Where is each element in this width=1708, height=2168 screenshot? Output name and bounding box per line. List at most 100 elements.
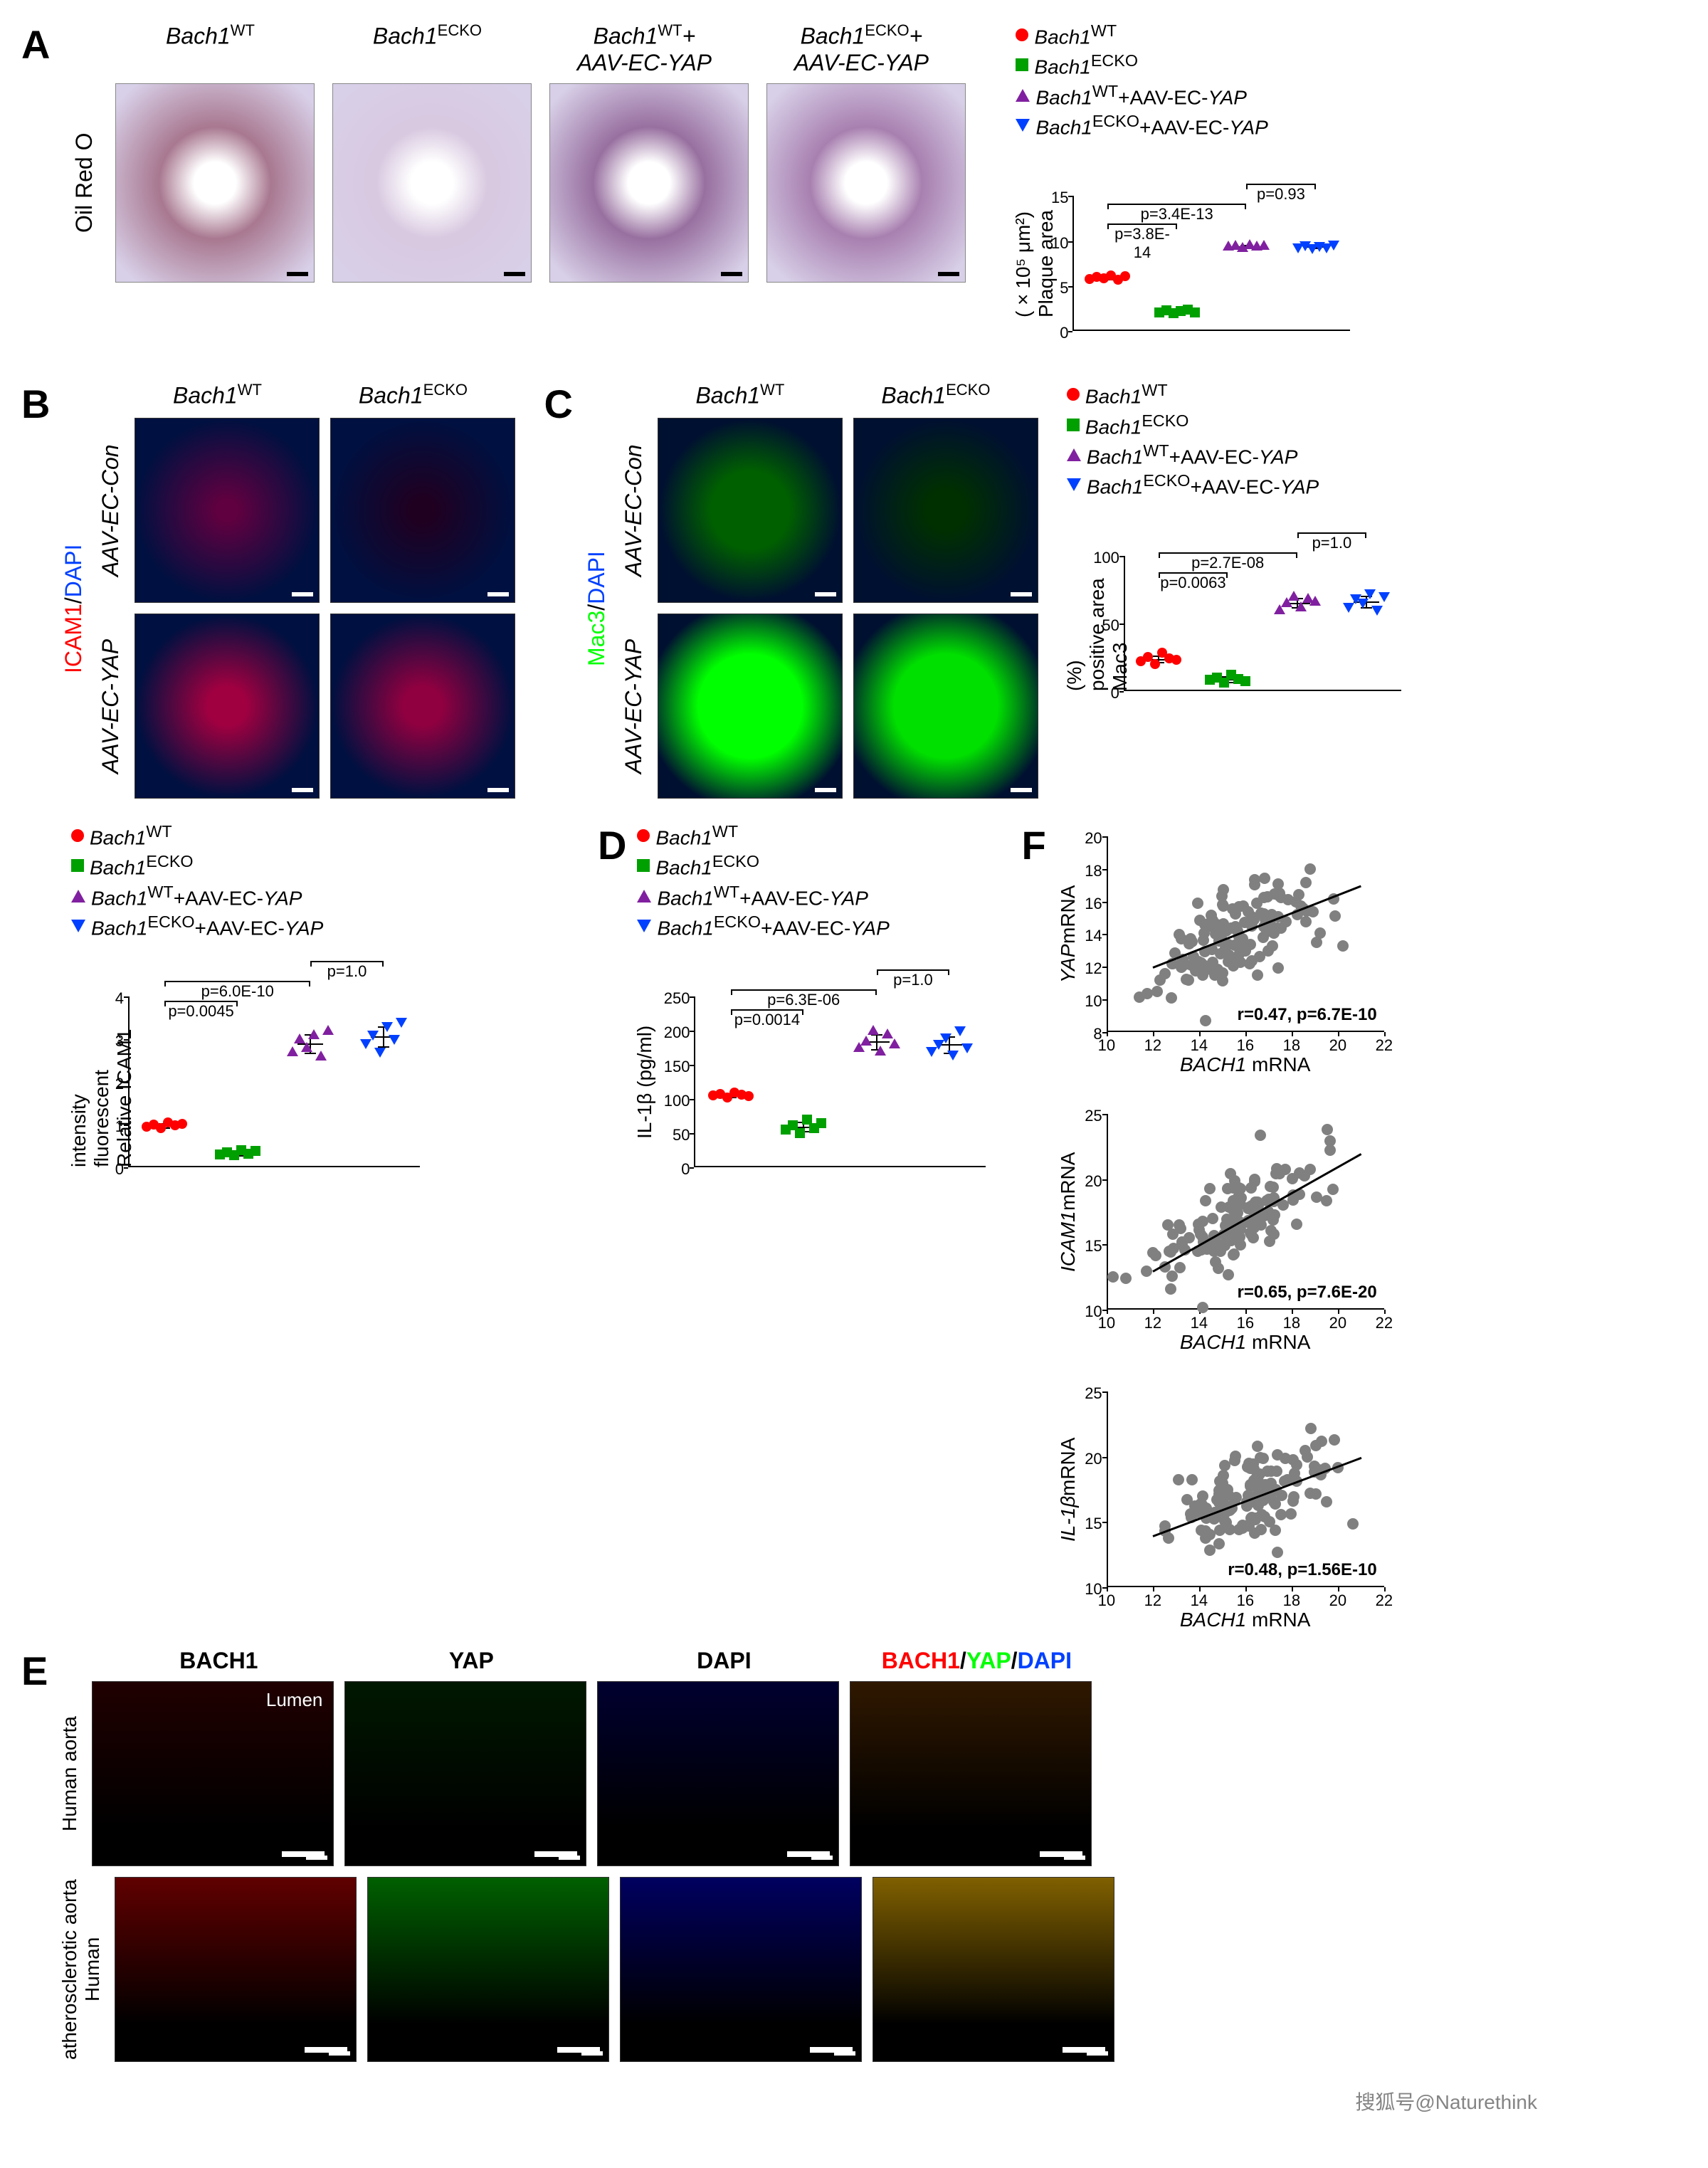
panel-a-label: A: [21, 21, 50, 359]
b-img-wt-yap: [135, 614, 320, 799]
data-point: [889, 1038, 900, 1048]
scatter-point: [1166, 1270, 1178, 1282]
scatter-point: [1223, 1269, 1234, 1280]
panel-c-label: C: [544, 381, 572, 801]
scatter-point: [1322, 1124, 1333, 1135]
e-image: [620, 1877, 862, 2062]
chart-icam1: Relative ICAM1 fluorescent intensity0123…: [71, 947, 427, 1196]
scatter-point: [1264, 1516, 1275, 1527]
scatter-point: [1229, 940, 1240, 951]
data-point: [868, 1025, 879, 1035]
e-image: [597, 1681, 839, 1866]
icam1-dapi-label: ICAM1/DAPI: [60, 416, 87, 801]
legend-item: Bach1WT: [1016, 21, 1357, 48]
panel-b-label: B: [21, 381, 50, 801]
watermark: 搜狐号@Naturethink: [1355, 2087, 1537, 2115]
scatter-point: [1252, 969, 1263, 981]
scatter-point: [1324, 1135, 1336, 1147]
label-ecko-yap: Bach1ECKO+ AAV-EC-YAP: [761, 21, 961, 76]
mac3-dapi-label: Mac3/DAPI: [584, 416, 610, 801]
e-col-label: BACH1: [97, 1648, 339, 1674]
label-wt-yap: Bach1WT+ AAV-EC-YAP: [544, 21, 744, 76]
oil-red-o-image-1: [332, 83, 532, 283]
panel-d-label: D: [598, 822, 626, 1626]
e-image: [850, 1681, 1092, 1866]
scatter-point: [1197, 1216, 1208, 1227]
scatter-point: [1181, 1494, 1193, 1505]
data-point: [322, 1025, 334, 1035]
scatter-point: [1304, 863, 1316, 875]
scatter-point: [1120, 1273, 1132, 1284]
c-img-ecko-yap: [853, 614, 1038, 799]
e-image: [115, 1877, 357, 2062]
b-row2: AAV-EC-YAP: [97, 614, 124, 799]
oil-red-o-image-3: [766, 83, 966, 283]
scatter-point: [1249, 1527, 1260, 1539]
scatter-point: [1186, 1474, 1198, 1485]
legend-item: Bach1ECKO+AAV-EC-YAP: [637, 912, 993, 940]
scatter-point: [1134, 991, 1145, 1003]
scatter-point: [1154, 974, 1166, 986]
panel-d: D Bach1WTBach1ECKOBach1WT+AAV-EC-YAPBach…: [598, 822, 993, 1626]
data-point: [287, 1046, 298, 1056]
legend-item: Bach1ECKO+AAV-EC-YAP: [1067, 471, 1408, 498]
panel-f: F 101214161820228101214161820YAP mRNABAC…: [1021, 822, 1398, 1626]
scatter-point: [1221, 1236, 1232, 1248]
data-point: [1190, 307, 1200, 317]
data-point: [961, 1043, 973, 1053]
scatter-point: [1272, 1547, 1283, 1558]
data-point: [954, 1026, 966, 1036]
legend-item: Bach1ECKO: [1067, 411, 1408, 438]
legend-item: Bach1WT: [1067, 381, 1408, 408]
data-point: [1309, 596, 1321, 606]
scatter-point: [1181, 974, 1192, 985]
data-point: [1150, 659, 1160, 669]
data-point: [367, 1031, 379, 1041]
scatter-chart-1: 1012141618202210152025ICAM1 mRNABACH1 mR…: [1057, 1100, 1398, 1349]
scatter-point: [1218, 884, 1229, 895]
legend-item: Bach1ECKO+AAV-EC-YAP: [71, 912, 569, 940]
legend-item: Bach1WT+AAV-EC-YAP: [637, 883, 993, 910]
scatter-point: [1300, 916, 1312, 927]
scatter-point: [1262, 1465, 1273, 1477]
chart-mac3: Mac3 positive area (%)050100p=0.0063p=2.…: [1067, 506, 1408, 720]
b-img-ecko-con: [330, 418, 515, 603]
data-point: [1171, 655, 1181, 665]
scatter-point: [1337, 940, 1349, 952]
data-point: [882, 1028, 893, 1038]
data-point: [396, 1018, 407, 1028]
b-row1: AAV-EC-Con: [97, 418, 124, 603]
e-row-label: Human aorta: [58, 1681, 81, 1866]
data-point: [301, 1042, 312, 1052]
oil-red-o-label: Oil Red O: [71, 83, 97, 283]
legend-item: Bach1WT+AAV-EC-YAP: [1067, 441, 1408, 468]
legend-b: Bach1WTBach1ECKOBach1WT+AAV-EC-YAPBach1E…: [71, 822, 569, 940]
scatter-point: [1254, 951, 1265, 962]
b-img-ecko-yap: [330, 614, 515, 799]
scatter-point: [1198, 935, 1209, 946]
oil-red-o-image-2: [549, 83, 749, 283]
scatter-point: [1230, 1451, 1241, 1462]
data-point: [1258, 240, 1270, 250]
scatter-point: [1249, 879, 1260, 890]
data-point: [1328, 241, 1339, 251]
scatter-point: [1304, 1164, 1316, 1175]
data-point: [947, 1051, 959, 1061]
data-point: [816, 1118, 826, 1128]
data-point: [795, 1128, 805, 1138]
scatter-point: [1193, 956, 1204, 967]
scatter-point: [1209, 920, 1221, 931]
scatter-point: [1229, 1206, 1240, 1217]
scatter-point: [1302, 1451, 1313, 1463]
legend-item: Bach1WT+AAV-EC-YAP: [71, 883, 569, 910]
data-point: [360, 1039, 371, 1049]
scatter-point: [1233, 1191, 1244, 1203]
e-image: [367, 1877, 609, 2062]
data-point: [875, 1046, 886, 1056]
scatter-point: [1174, 1219, 1185, 1231]
panel-e-label: E: [21, 1648, 48, 2073]
panel-c: C Bach1WT Bach1ECKO Mac3/DAPI AAV-EC-Con: [544, 381, 1038, 801]
c-row2: AAV-EC-YAP: [621, 614, 647, 799]
scatter-point: [1305, 1423, 1317, 1434]
panel-e: E BACH1YAPDAPIBACH1/YAP/DAPI Human aorta…: [21, 1648, 1114, 2073]
